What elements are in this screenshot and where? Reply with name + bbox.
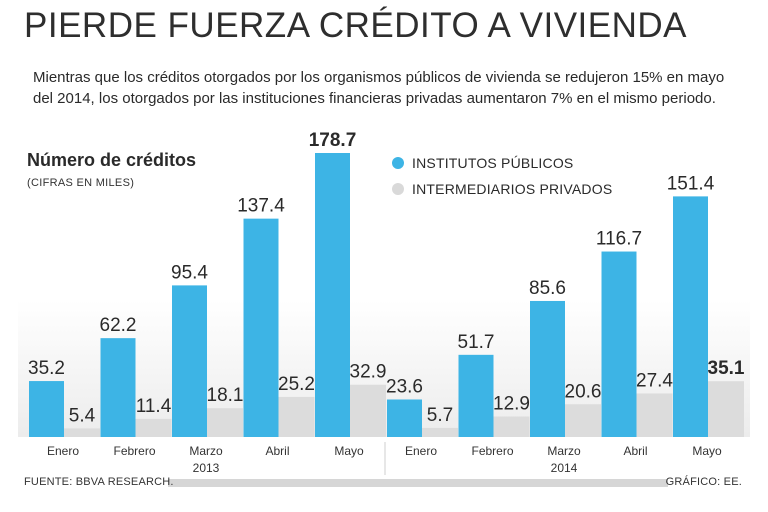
category-label-5: Mayo <box>334 444 364 458</box>
bar-public-3 <box>172 285 207 437</box>
bar-public-8 <box>530 300 565 437</box>
value-label-private-2: 11.4 <box>136 396 172 417</box>
value-label-public-2: 62.2 <box>100 315 137 336</box>
value-label-public-8: 85.6 <box>529 278 566 299</box>
value-label-private-8: 20.6 <box>565 381 602 402</box>
bar-private-10 <box>708 381 744 437</box>
source-note: FUENTE: BBVA RESEARCH. <box>24 476 174 488</box>
legend-swatch-public <box>392 157 404 169</box>
value-label-private-1: 5.4 <box>69 405 96 426</box>
bar-private-6 <box>422 427 458 437</box>
bar-private-5 <box>350 384 386 437</box>
bar-public-1 <box>29 381 64 437</box>
value-label-public-6: 23.6 <box>386 376 423 397</box>
legend-label-public: INSTITUTOS PÚBLICOS <box>412 155 574 171</box>
legend-label-private: INTERMEDIARIOS PRIVADOS <box>412 181 613 197</box>
category-label-4: Abril <box>265 444 289 458</box>
value-label-private-10: 35.1 <box>708 358 745 379</box>
bar-private-4 <box>278 396 315 437</box>
bar-public-9 <box>601 251 637 437</box>
value-label-public-10: 151.4 <box>667 173 715 194</box>
legend: INSTITUTOS PÚBLICOS INTERMEDIARIOS PRIVA… <box>392 150 612 202</box>
value-label-public-1: 35.2 <box>28 358 65 379</box>
bar-public-2 <box>100 338 136 437</box>
value-label-private-3: 18.1 <box>207 385 244 406</box>
metric-label: Número de créditos <box>27 150 197 170</box>
legend-swatch-private <box>392 183 404 195</box>
metric-units: (CIFRAS EN MILES) <box>27 177 135 189</box>
category-label-3: Marzo <box>189 444 223 458</box>
bar-private-2 <box>135 418 172 437</box>
footer-divider <box>168 479 668 487</box>
bar-public-6 <box>387 399 422 437</box>
value-label-private-9: 27.4 <box>636 370 673 391</box>
category-label-8: Marzo <box>547 444 581 458</box>
chart-title: PIERDE FUERZA CRÉDITO A VIVIENDA <box>24 6 688 45</box>
legend-item-private: INTERMEDIARIOS PRIVADOS <box>392 176 612 202</box>
category-label-7: Febrero <box>471 444 513 458</box>
value-label-public-3: 95.4 <box>171 262 208 283</box>
value-label-private-7: 12.9 <box>493 393 530 414</box>
value-label-public-4: 137.4 <box>237 196 285 217</box>
chart-subtitle: Mientras que los créditos otorgados por … <box>33 69 725 107</box>
year-label-2013: 2013 <box>193 461 220 475</box>
bar-public-7 <box>458 354 494 437</box>
year-label-2014: 2014 <box>551 461 578 475</box>
bar-private-7 <box>493 416 530 437</box>
value-label-public-9: 116.7 <box>596 229 642 250</box>
bar-public-5 <box>315 153 350 437</box>
category-label-9: Abril <box>623 444 647 458</box>
value-label-private-6: 5.7 <box>427 405 453 426</box>
value-label-private-4: 25.2 <box>278 374 315 395</box>
value-label-public-7: 51.7 <box>458 332 495 353</box>
bar-private-3 <box>207 408 243 437</box>
graphic-credit: GRÁFICO: EE. <box>665 476 742 488</box>
bar-private-8 <box>565 404 601 437</box>
legend-item-public: INSTITUTOS PÚBLICOS <box>392 150 612 176</box>
value-label-private-5: 32.9 <box>350 362 387 383</box>
bar-private-9 <box>636 393 673 437</box>
bar-public-4 <box>243 218 279 437</box>
category-label-6: Enero <box>405 444 437 458</box>
bar-public-10 <box>673 196 708 437</box>
category-label-2: Febrero <box>113 444 155 458</box>
category-label-1: Enero <box>47 444 79 458</box>
bar-private-1 <box>64 428 100 437</box>
value-label-public-5: 178.7 <box>309 130 357 151</box>
category-label-10: Mayo <box>692 444 722 458</box>
